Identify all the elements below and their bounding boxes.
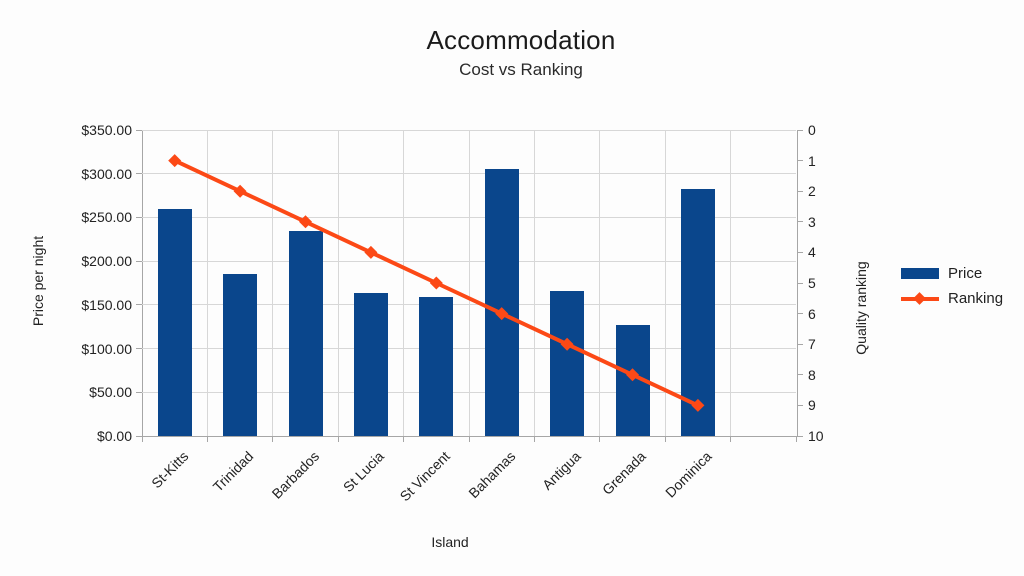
right-axis-tick xyxy=(797,160,803,162)
legend-label-price: Price xyxy=(948,265,983,282)
ranking-point-marker xyxy=(299,215,312,229)
right-axis-tick-label: 9 xyxy=(808,397,816,414)
right-axis-tick-label: 7 xyxy=(808,336,816,353)
left-axis-tick xyxy=(136,173,142,175)
chart-title: Accommodation xyxy=(426,25,616,55)
x-tick-label: Antigua xyxy=(538,448,584,493)
x-tick-label: Barbados xyxy=(268,448,322,502)
ranking-point-marker xyxy=(626,368,639,382)
ranking-point-marker xyxy=(560,337,574,351)
left-axis-tick xyxy=(136,304,142,306)
x-axis-tick xyxy=(468,437,470,442)
right-axis-tick xyxy=(797,282,803,284)
plot-area xyxy=(142,130,798,437)
x-tick-label: St-Kitts xyxy=(147,448,192,492)
left-axis-tick-label: $100.00 xyxy=(81,340,132,357)
legend-label-ranking: Ranking xyxy=(948,290,1004,307)
right-axis-tick-label: 3 xyxy=(808,213,816,230)
x-gridline xyxy=(272,130,274,436)
x-axis-tick xyxy=(795,437,797,442)
right-axis-tick-label: 0 xyxy=(808,122,816,138)
left-axis-tick xyxy=(136,129,142,131)
ranking-line-swatch xyxy=(901,292,939,305)
right-axis-title: Quality ranking xyxy=(853,261,869,355)
x-axis-tick xyxy=(533,437,535,442)
left-axis-tick xyxy=(136,391,142,393)
right-axis-tick xyxy=(797,374,803,376)
x-axis-tick xyxy=(272,437,274,442)
right-axis-tick-label: 2 xyxy=(808,183,816,200)
x-tick-label: St Vincent xyxy=(396,448,453,505)
right-axis-tick xyxy=(797,221,803,223)
left-axis-tick-label: $50.00 xyxy=(89,384,132,401)
bar-barbados xyxy=(288,231,323,436)
ranking-point-marker xyxy=(691,398,705,412)
x-gridline xyxy=(468,130,470,436)
right-axis-tick-label: 10 xyxy=(808,428,824,444)
x-tick-label: Dominica xyxy=(661,448,715,501)
x-gridline xyxy=(337,130,339,436)
right-axis-tick xyxy=(797,251,803,253)
chart-subtitle: Cost vs Ranking xyxy=(459,60,583,79)
right-axis-tick xyxy=(797,404,803,406)
bar-trinidad xyxy=(223,274,258,436)
right-axis-tick xyxy=(797,313,803,315)
x-axis-tick xyxy=(599,437,601,442)
bar-bahamas xyxy=(484,169,519,436)
x-axis-tick xyxy=(337,437,339,442)
x-axis-tick xyxy=(403,437,405,442)
x-axis-tick xyxy=(664,437,666,442)
ranking-point-marker xyxy=(429,276,443,290)
right-axis-tick-label: 8 xyxy=(808,366,816,383)
legend: Price Ranking xyxy=(901,265,1003,315)
right-axis-tick xyxy=(797,343,803,345)
right-axis-tick xyxy=(797,190,803,192)
left-axis-tick xyxy=(136,260,142,262)
right-axis-tick-label: 1 xyxy=(808,152,816,169)
bar-st-kitts xyxy=(157,208,192,436)
left-axis-tick-label: $150.00 xyxy=(81,296,132,313)
right-axis-tick-label: 4 xyxy=(808,244,816,261)
x-tick-label: Trinidad xyxy=(209,448,257,495)
x-axis-tick xyxy=(206,437,208,442)
bar-dominica xyxy=(680,188,715,436)
x-gridline xyxy=(730,130,732,436)
right-axis-tick-label: 5 xyxy=(808,275,816,291)
x-axis-tick xyxy=(141,437,143,442)
legend-item-ranking: Ranking xyxy=(901,290,1003,307)
x-axis-title: Island xyxy=(431,534,469,550)
legend-item-price: Price xyxy=(901,265,1003,282)
left-axis-tick-label: $300.00 xyxy=(81,165,132,182)
ranking-point-marker xyxy=(364,245,378,259)
ranking-point-marker xyxy=(233,184,247,198)
left-axis-tick-label: $0.00 xyxy=(96,428,132,444)
x-gridline xyxy=(206,130,208,436)
ranking-point-marker xyxy=(168,154,182,168)
ranking-point-marker xyxy=(495,307,509,321)
bar-st-lucia xyxy=(353,292,388,436)
right-axis-tick xyxy=(797,435,803,437)
right-axis-tick-label: 6 xyxy=(808,305,816,322)
right-axis-tick xyxy=(797,129,803,131)
left-axis-tick-label: $200.00 xyxy=(81,253,132,270)
x-axis-tick xyxy=(730,437,732,442)
left-axis-tick xyxy=(136,348,142,350)
left-axis-tick-label: $250.00 xyxy=(81,209,132,226)
x-gridline xyxy=(599,130,601,436)
x-tick-label: Bahamas xyxy=(464,448,519,502)
x-tick-label: Grenada xyxy=(598,448,649,498)
x-gridline xyxy=(664,130,666,436)
left-axis-tick-label: $350.00 xyxy=(81,122,132,138)
left-axis-tick xyxy=(136,435,142,437)
ranking-line-series xyxy=(168,154,705,412)
x-gridline xyxy=(403,130,405,436)
left-axis-tick xyxy=(136,216,142,218)
price-bar-swatch xyxy=(901,268,939,279)
x-gridline xyxy=(533,130,535,436)
bar-antigua xyxy=(550,290,585,436)
bar-st-vincent xyxy=(419,296,454,436)
diamond-marker-icon xyxy=(913,292,926,305)
x-tick-label: St Lucia xyxy=(340,448,388,496)
